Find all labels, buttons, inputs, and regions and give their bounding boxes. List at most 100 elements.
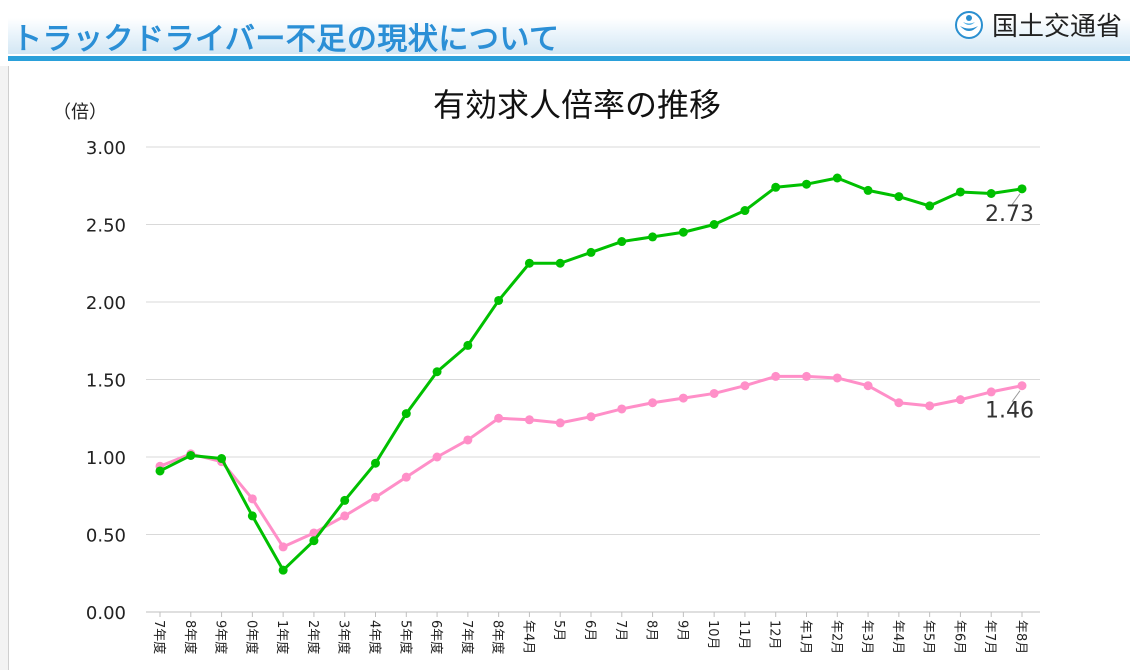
series-0-point <box>463 340 473 350</box>
series-1-point <box>832 373 842 383</box>
series-1-point <box>401 472 411 482</box>
series-1-point <box>955 395 965 405</box>
series-1-point <box>247 494 257 504</box>
series-0-point <box>586 247 596 257</box>
x-tick-label: 年5月 <box>921 620 936 654</box>
x-tick-label: 9年度 <box>213 620 229 654</box>
x-tick-label: 2年度 <box>305 620 321 654</box>
page-title: トラックドライバー不足の現状について <box>12 22 560 57</box>
series-1-point <box>555 418 565 428</box>
series-1-point <box>648 398 658 408</box>
series-1-point <box>894 398 904 408</box>
series-1-point <box>340 511 350 521</box>
slide-header: トラックドライバー不足の現状について 国土交通省 <box>0 0 1130 66</box>
y-tick-label: 1.00 <box>86 448 126 469</box>
series-1-point <box>863 381 873 391</box>
y-tick-label: 0.50 <box>86 526 126 547</box>
chart-title: 有効求人倍率の推移 <box>433 86 721 124</box>
series-0-point <box>432 367 442 377</box>
series-1-point <box>309 528 319 538</box>
x-tick-label: 年1月 <box>798 620 813 654</box>
org-name: 国土交通省 <box>991 12 1122 42</box>
series-0-point <box>832 173 842 183</box>
series-0-point <box>401 409 411 419</box>
x-tick-label: 年7月 <box>982 620 997 654</box>
series-1-point <box>740 381 750 391</box>
x-tick-label: 5年度 <box>397 620 413 654</box>
series-1-point <box>709 388 719 398</box>
series-0-point <box>678 227 688 237</box>
series-line-1 <box>159 374 1023 549</box>
series-1-point <box>802 371 811 381</box>
series-0-point <box>955 187 965 197</box>
x-tick-label: 年6月 <box>951 620 966 654</box>
end-label-1: 1.46 <box>985 399 1034 424</box>
series-1-point <box>432 452 442 462</box>
series-0-point <box>617 237 627 247</box>
series-1-point <box>925 401 935 411</box>
series-0-point <box>648 232 658 242</box>
series-0-point <box>247 511 257 521</box>
x-tick-label: 年4月 <box>520 620 535 654</box>
y-axis-unit: （倍） <box>53 102 107 123</box>
series-line-0 <box>159 176 1023 572</box>
series-0-point <box>1017 184 1027 194</box>
x-tick-label: 7年度 <box>459 620 475 654</box>
series-0-point <box>217 454 227 464</box>
series-0-point <box>309 536 319 546</box>
series-1-point <box>524 415 534 425</box>
series-0-point <box>371 458 380 468</box>
x-tick-label: 5月 <box>551 620 566 641</box>
series <box>155 173 1027 575</box>
x-tick-label: 6年度 <box>428 620 444 654</box>
series-1-point <box>986 387 996 397</box>
x-tick-label: 年4月 <box>890 620 905 654</box>
end-label-leader <box>1011 193 1021 206</box>
series-1-point <box>278 542 288 552</box>
series-0-point <box>494 295 504 305</box>
x-tick-label: 3年度 <box>336 620 352 654</box>
x-tick-labels: 7年度 8年度 9年度 0年度 1年度 2年度 3年度 4年度 5年度 6年度 7年度 8年度 年4月 5… <box>151 612 1028 654</box>
x-tick-label: 10月 <box>705 620 720 650</box>
series-0-point <box>186 450 196 460</box>
x-tick-label: 12月 <box>767 620 782 650</box>
y-tick-label: 2.00 <box>86 293 126 314</box>
x-tick-label: 4年度 <box>367 620 383 654</box>
title-band <box>8 18 1130 54</box>
x-tick-label: 8月 <box>644 620 659 641</box>
series-0-point <box>894 192 904 202</box>
mlit-logo: 国土交通省 <box>954 6 1122 43</box>
x-tick-label: 7年度 <box>151 620 167 654</box>
series-0-point <box>925 201 935 211</box>
grid <box>146 146 1040 613</box>
series-0-point <box>278 565 288 575</box>
end-labels: 2.73 1.46 <box>985 193 1034 424</box>
x-tick-label: 年8月 <box>1013 620 1028 654</box>
x-tick-label: 年3月 <box>859 620 874 654</box>
x-tick-label: 0年度 <box>243 620 259 654</box>
series-1-point <box>494 413 504 423</box>
series-0-point <box>740 206 750 216</box>
series-0-point <box>340 495 350 505</box>
series-1-point <box>1017 381 1027 391</box>
x-tick-label: 11月 <box>736 620 751 650</box>
x-tick-label: 6月 <box>582 620 597 641</box>
series-0-point <box>863 185 873 195</box>
y-tick-label: 1.50 <box>86 371 126 392</box>
end-label-leader <box>1011 390 1021 402</box>
y-tick-label: 2.50 <box>86 216 126 237</box>
end-label-0: 2.73 <box>985 202 1034 227</box>
title-rule <box>8 56 1130 61</box>
series-0-point <box>986 189 996 198</box>
x-tick-label: 1年度 <box>274 620 290 654</box>
series-1-point <box>586 412 596 422</box>
series-1-point <box>463 435 473 445</box>
series-1-point <box>617 404 627 414</box>
y-tick-label: 0.00 <box>86 603 126 624</box>
x-tick-label: 8年度 <box>490 620 506 654</box>
series-0-point <box>771 182 781 192</box>
x-tick-label: 年2月 <box>828 620 843 654</box>
series-1-point <box>678 393 688 403</box>
y-tick-labels: 0.00 0.50 1.00 1.50 2.00 2.50 3.00 <box>86 138 126 624</box>
